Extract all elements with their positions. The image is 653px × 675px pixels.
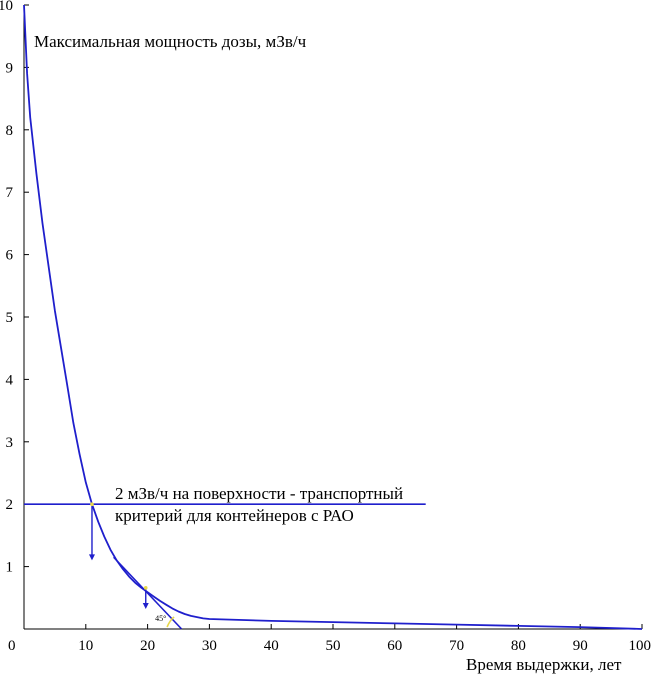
x-tick-label-30: 30 [202, 638, 217, 654]
tangent-line [113, 556, 183, 630]
arrow-head-2 [142, 603, 149, 610]
series-line [23, 4, 643, 630]
marker-point-1 [90, 502, 94, 507]
x-tick-label-0: 0 [8, 638, 16, 654]
y-tick-label-10: 10 [0, 0, 13, 14]
x-tick-label-70: 70 [449, 638, 464, 654]
threshold-label-line2: критерий для контейнеров с РАО [115, 506, 354, 525]
annotations-layer [24, 502, 426, 630]
y-tick-label-1: 1 [6, 560, 14, 576]
threshold-label-line1: 2 мЗв/ч на поверхности - транспортный [115, 484, 403, 503]
x-tick-label-80: 80 [511, 638, 526, 654]
x-tick-label-40: 40 [264, 638, 279, 654]
y-axis-label: Максимальная мощность дозы, мЗв/ч [34, 32, 307, 51]
y-tick-label-7: 7 [6, 185, 14, 201]
angle-label: 45° [155, 614, 166, 623]
y-tick-label-6: 6 [6, 248, 14, 264]
arrow-head-1 [88, 554, 95, 561]
x-tick-label-10: 10 [78, 638, 93, 654]
x-tick-label-100: 100 [629, 638, 652, 654]
series-layer [23, 4, 643, 630]
y-tick-label-5: 5 [6, 310, 14, 326]
y-tick-label-8: 8 [6, 123, 14, 139]
marker-point-2 [143, 586, 148, 590]
y-tick-label-4: 4 [6, 372, 14, 388]
x-axis-label: Время выдержки, лет [466, 655, 622, 674]
x-tick-label-20: 20 [140, 638, 155, 654]
tick-marks [23, 4, 643, 629]
x-tick-label-50: 50 [326, 638, 341, 654]
angle-arc [166, 616, 175, 628]
x-tick-label-60: 60 [387, 638, 402, 654]
y-tick-label-9: 9 [6, 60, 14, 76]
x-tick-label-90: 90 [573, 638, 588, 654]
y-tick-label-2: 2 [6, 497, 14, 513]
axes [23, 5, 642, 630]
y-tick-label-3: 3 [6, 435, 14, 451]
